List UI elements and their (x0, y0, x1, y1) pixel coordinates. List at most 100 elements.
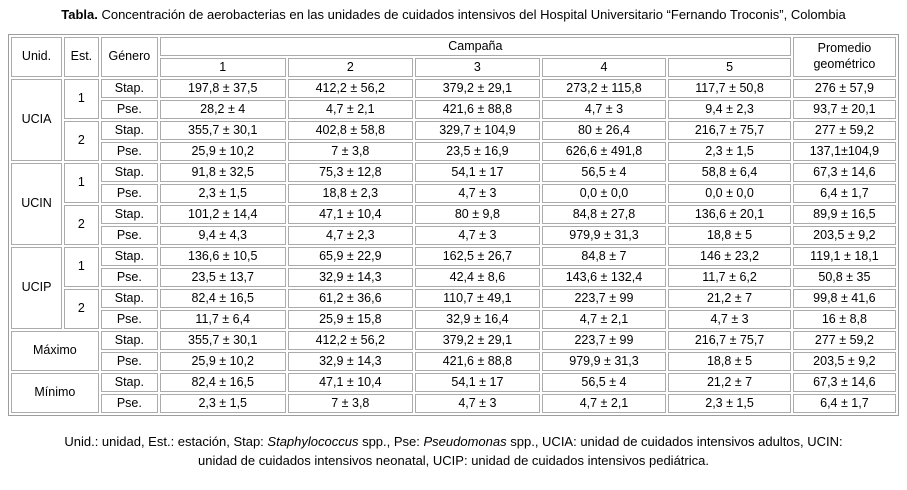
value-cell: 80 ± 26,4 (541, 120, 667, 140)
header-unid: Unid. (11, 36, 63, 77)
unit-cell-ucia: UCIA (11, 78, 63, 161)
value-cell: 2,3 ± 1,5 (159, 183, 286, 203)
value-cell: 56,5 ± 4 (541, 372, 667, 392)
table-row: 2 Stap. 355,7 ± 30,1 402,8 ± 58,8 329,7 … (11, 120, 896, 161)
title-prefix: Tabla. (61, 7, 98, 22)
genus-cell: Pse. (100, 99, 158, 119)
value-cell: 84,8 ± 7 (541, 246, 667, 266)
value-cell: 223,7 ± 99 (541, 288, 667, 308)
value-cell: 162,5 ± 26,7 (415, 246, 540, 266)
table-row: Máximo Stap. 355,7 ± 30,1 412,2 ± 56,2 3… (11, 330, 896, 371)
value-cell: 47,1 ± 10,4 (287, 204, 414, 224)
value-cell: 28,2 ± 4 (159, 99, 286, 119)
genus-cell: Stap. (100, 288, 158, 308)
value-cell: 47,1 ± 10,4 (287, 372, 414, 392)
avg-cell: 67,3 ± 14,6 (792, 162, 896, 182)
value-cell: 82,4 ± 16,5 (159, 372, 286, 392)
value-cell: 75,3 ± 12,8 (287, 162, 414, 182)
value-cell: 0,0 ± 0,0 (668, 183, 791, 203)
table-row: Mínimo Stap. 82,4 ± 16,5 47,1 ± 10,4 54,… (11, 372, 896, 413)
avg-cell: 137,1±104,9 (792, 141, 896, 161)
value-cell: 18,8 ± 2,3 (287, 183, 414, 203)
value-cell: 61,2 ± 36,6 (287, 288, 414, 308)
value-cell: 21,2 ± 7 (668, 288, 791, 308)
value-cell: 2,3 ± 1,5 (668, 141, 791, 161)
value-cell: 32,9 ± 14,3 (287, 351, 414, 371)
value-cell: 23,5 ± 13,7 (159, 267, 286, 287)
footnote-text: Unid.: unidad, Est.: estación, Stap: (64, 433, 268, 449)
table-row: Pse. 25,9 ± 10,2 32,9 ± 14,3 421,6 ± 88,… (11, 351, 896, 371)
value-cell: 216,7 ± 75,7 (668, 330, 791, 350)
genus-cell: Stap. (100, 204, 158, 224)
header-campaign-2: 2 (287, 57, 414, 77)
value-cell: 379,2 ± 29,1 (415, 330, 540, 350)
value-cell: 216,7 ± 75,7 (668, 120, 791, 140)
value-cell: 11,7 ± 6,2 (668, 267, 791, 287)
value-cell: 54,1 ± 17 (415, 372, 540, 392)
value-cell: 25,9 ± 10,2 (159, 351, 286, 371)
station-cell: 1 (64, 162, 99, 203)
value-cell: 42,4 ± 8,6 (415, 267, 540, 287)
table-row: Pse. 11,7 ± 6,4 25,9 ± 15,8 32,9 ± 16,4 … (11, 309, 896, 329)
value-cell: 80 ± 9,8 (415, 204, 540, 224)
value-cell: 91,8 ± 32,5 (159, 162, 286, 182)
table-row: UCIA 1 Stap. 197,8 ± 37,5 412,2 ± 56,2 3… (11, 78, 896, 161)
value-cell: 58,8 ± 6,4 (668, 162, 791, 182)
station-cell: 2 (64, 204, 99, 245)
value-cell: 4,7 ± 3 (415, 183, 540, 203)
avg-cell: 6,4 ± 1,7 (792, 183, 896, 203)
avg-cell: 99,8 ± 41,6 (792, 288, 896, 308)
genus-cell: Pse. (100, 393, 158, 413)
genus-cell: Pse. (100, 225, 158, 245)
station-cell: 1 (64, 78, 99, 119)
avg-cell: 277 ± 59,2 (792, 330, 896, 350)
avg-cell: 119,1 ± 18,1 (792, 246, 896, 266)
avg-cell: 93,7 ± 20,1 (792, 99, 896, 119)
footnote-text: spp., Pse: (358, 433, 424, 449)
avg-cell: 89,9 ± 16,5 (792, 204, 896, 224)
genus-cell: Pse. (100, 309, 158, 329)
value-cell: 329,7 ± 104,9 (415, 120, 540, 140)
header-row-2: 1 2 3 4 5 (11, 57, 896, 77)
value-cell: 197,8 ± 37,5 (159, 78, 286, 98)
header-campaign-4: 4 (541, 57, 667, 77)
value-cell: 4,7 ± 2,1 (287, 99, 414, 119)
station-cell: 2 (64, 120, 99, 161)
avg-cell: 276 ± 57,9 (792, 78, 896, 98)
footnote: Unid.: unidad, Est.: estación, Stap: Sta… (59, 432, 849, 471)
station-cell: 1 (64, 246, 99, 287)
value-cell: 143,6 ± 132,4 (541, 267, 667, 287)
value-cell: 136,6 ± 10,5 (159, 246, 286, 266)
value-cell: 421,6 ± 88,8 (415, 351, 540, 371)
station-cell: 2 (64, 288, 99, 329)
table-row: Pse. 25,9 ± 10,2 7 ± 3,8 23,5 ± 16,9 626… (11, 141, 896, 161)
footnote-text: spp., UCIA: unidad de cuidados intensivo… (198, 433, 843, 469)
value-cell: 146 ± 23,2 (668, 246, 791, 266)
value-cell: 18,8 ± 5 (668, 351, 791, 371)
total-label-minimo: Mínimo (11, 372, 99, 413)
value-cell: 84,8 ± 27,8 (541, 204, 667, 224)
value-cell: 0,0 ± 0,0 (541, 183, 667, 203)
genus-cell: Stap. (100, 330, 158, 350)
value-cell: 56,5 ± 4 (541, 162, 667, 182)
value-cell: 136,6 ± 20,1 (668, 204, 791, 224)
value-cell: 110,7 ± 49,1 (415, 288, 540, 308)
concentration-table: Unid. Est. Género Campaña Promedio geomé… (8, 33, 899, 416)
value-cell: 379,2 ± 29,1 (415, 78, 540, 98)
avg-cell: 203,5 ± 9,2 (792, 225, 896, 245)
avg-cell: 50,8 ± 35 (792, 267, 896, 287)
value-cell: 273,2 ± 115,8 (541, 78, 667, 98)
value-cell: 54,1 ± 17 (415, 162, 540, 182)
footnote-genus-pseudomonas: Pseudomonas (423, 433, 507, 449)
header-campaign-3: 3 (415, 57, 540, 77)
value-cell: 4,7 ± 3 (541, 99, 667, 119)
header-campaign-1: 1 (159, 57, 286, 77)
genus-cell: Pse. (100, 183, 158, 203)
genus-cell: Stap. (100, 78, 158, 98)
unit-cell-ucin: UCIN (11, 162, 63, 245)
header-campana: Campaña (159, 36, 791, 56)
genus-cell: Stap. (100, 372, 158, 392)
table-row: Pse. 23,5 ± 13,7 32,9 ± 14,3 42,4 ± 8,6 … (11, 267, 896, 287)
footnote-genus-staphylococcus: Staphylococcus (267, 433, 359, 449)
title-text: Concentración de aerobacterias en las un… (97, 7, 846, 22)
